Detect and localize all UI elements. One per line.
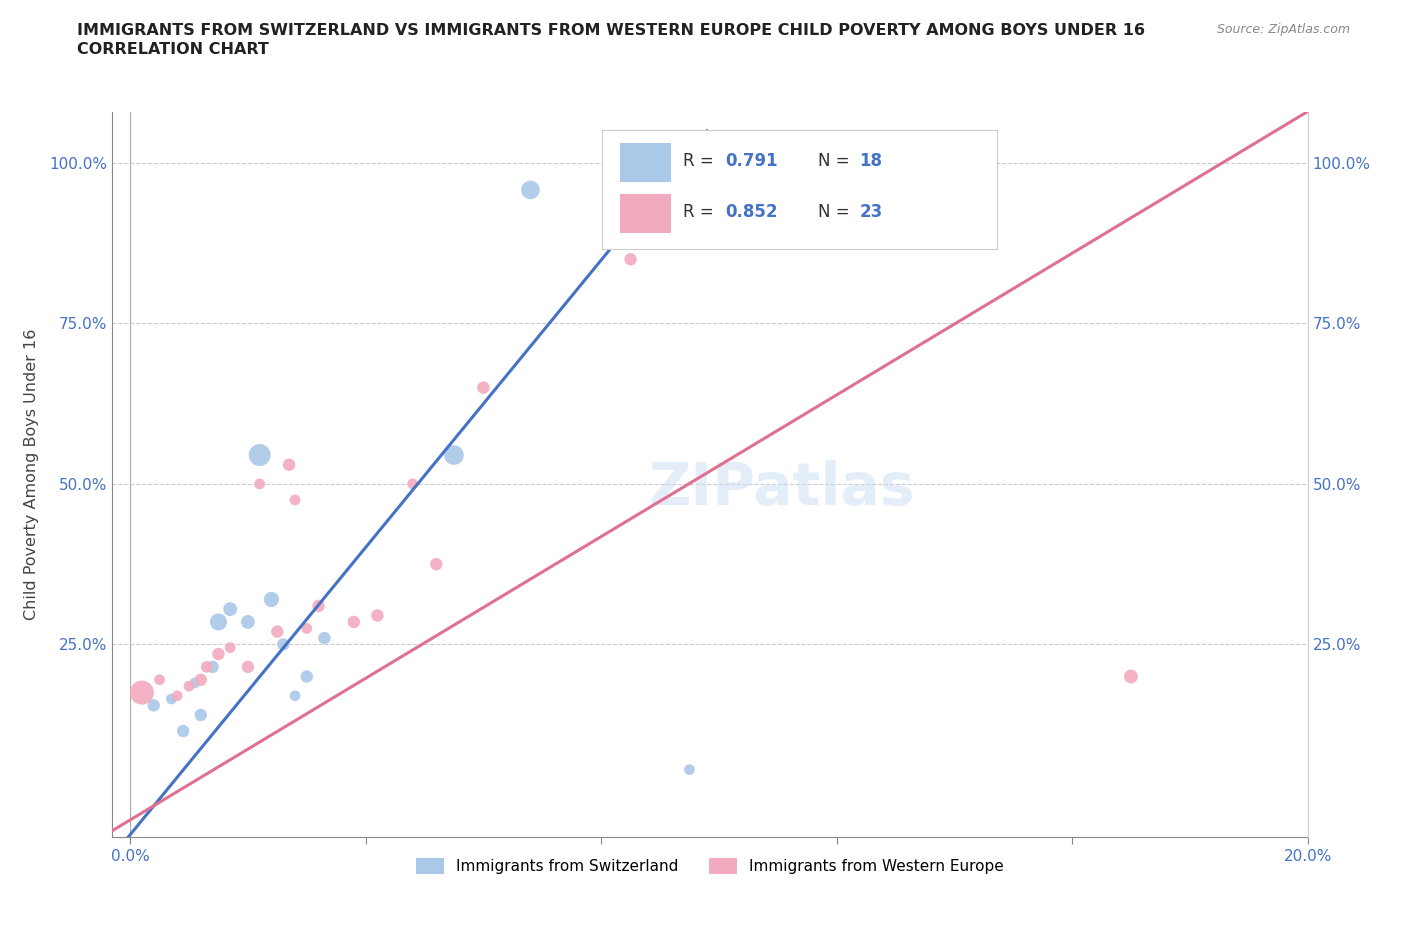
Text: N =: N = xyxy=(818,152,855,170)
Point xyxy=(236,659,259,674)
Point xyxy=(284,688,307,703)
Text: R =: R = xyxy=(682,203,718,220)
Point xyxy=(308,599,330,614)
Point xyxy=(219,640,242,655)
Point xyxy=(343,615,366,630)
Point xyxy=(207,646,229,661)
Point xyxy=(177,679,200,694)
Point xyxy=(266,624,288,639)
Text: N =: N = xyxy=(818,203,855,220)
Point xyxy=(207,615,229,630)
Text: 18: 18 xyxy=(859,152,883,170)
Point xyxy=(314,631,336,645)
Point xyxy=(219,602,242,617)
Point xyxy=(519,182,541,197)
FancyBboxPatch shape xyxy=(620,143,671,182)
Point xyxy=(278,458,301,472)
Point xyxy=(184,675,207,690)
Point xyxy=(249,447,271,462)
Point xyxy=(172,724,194,738)
Point xyxy=(619,252,641,267)
Point xyxy=(249,476,271,491)
Legend: Immigrants from Switzerland, Immigrants from Western Europe: Immigrants from Switzerland, Immigrants … xyxy=(411,852,1010,880)
Point xyxy=(402,476,425,491)
Text: 0.852: 0.852 xyxy=(725,203,778,220)
Point xyxy=(148,672,170,687)
Point xyxy=(201,659,224,674)
Point xyxy=(190,672,212,687)
Text: 0.791: 0.791 xyxy=(725,152,778,170)
Text: Source: ZipAtlas.com: Source: ZipAtlas.com xyxy=(1216,23,1350,36)
Point xyxy=(472,380,495,395)
Point xyxy=(166,688,188,703)
Point xyxy=(443,447,465,462)
Point xyxy=(236,615,259,630)
Text: IMMIGRANTS FROM SWITZERLAND VS IMMIGRANTS FROM WESTERN EUROPE CHILD POVERTY AMON: IMMIGRANTS FROM SWITZERLAND VS IMMIGRANT… xyxy=(77,23,1146,38)
Text: ZIPatlas: ZIPatlas xyxy=(648,460,915,517)
Point xyxy=(131,685,153,700)
Point xyxy=(142,698,165,712)
Text: CORRELATION CHART: CORRELATION CHART xyxy=(77,42,269,57)
Text: 23: 23 xyxy=(859,203,883,220)
Point xyxy=(1119,669,1142,684)
Point xyxy=(295,621,318,636)
Point xyxy=(190,708,212,723)
Point xyxy=(284,493,307,508)
Point xyxy=(295,669,318,684)
FancyBboxPatch shape xyxy=(603,130,997,249)
Point xyxy=(678,763,700,777)
Point xyxy=(825,155,848,170)
Point xyxy=(271,637,294,652)
Point xyxy=(425,557,447,572)
Point xyxy=(366,608,388,623)
Text: R =: R = xyxy=(682,152,718,170)
Y-axis label: Child Poverty Among Boys Under 16: Child Poverty Among Boys Under 16 xyxy=(24,328,38,620)
Point xyxy=(160,692,183,707)
Point xyxy=(260,592,283,607)
Point xyxy=(195,659,218,674)
FancyBboxPatch shape xyxy=(620,193,671,232)
